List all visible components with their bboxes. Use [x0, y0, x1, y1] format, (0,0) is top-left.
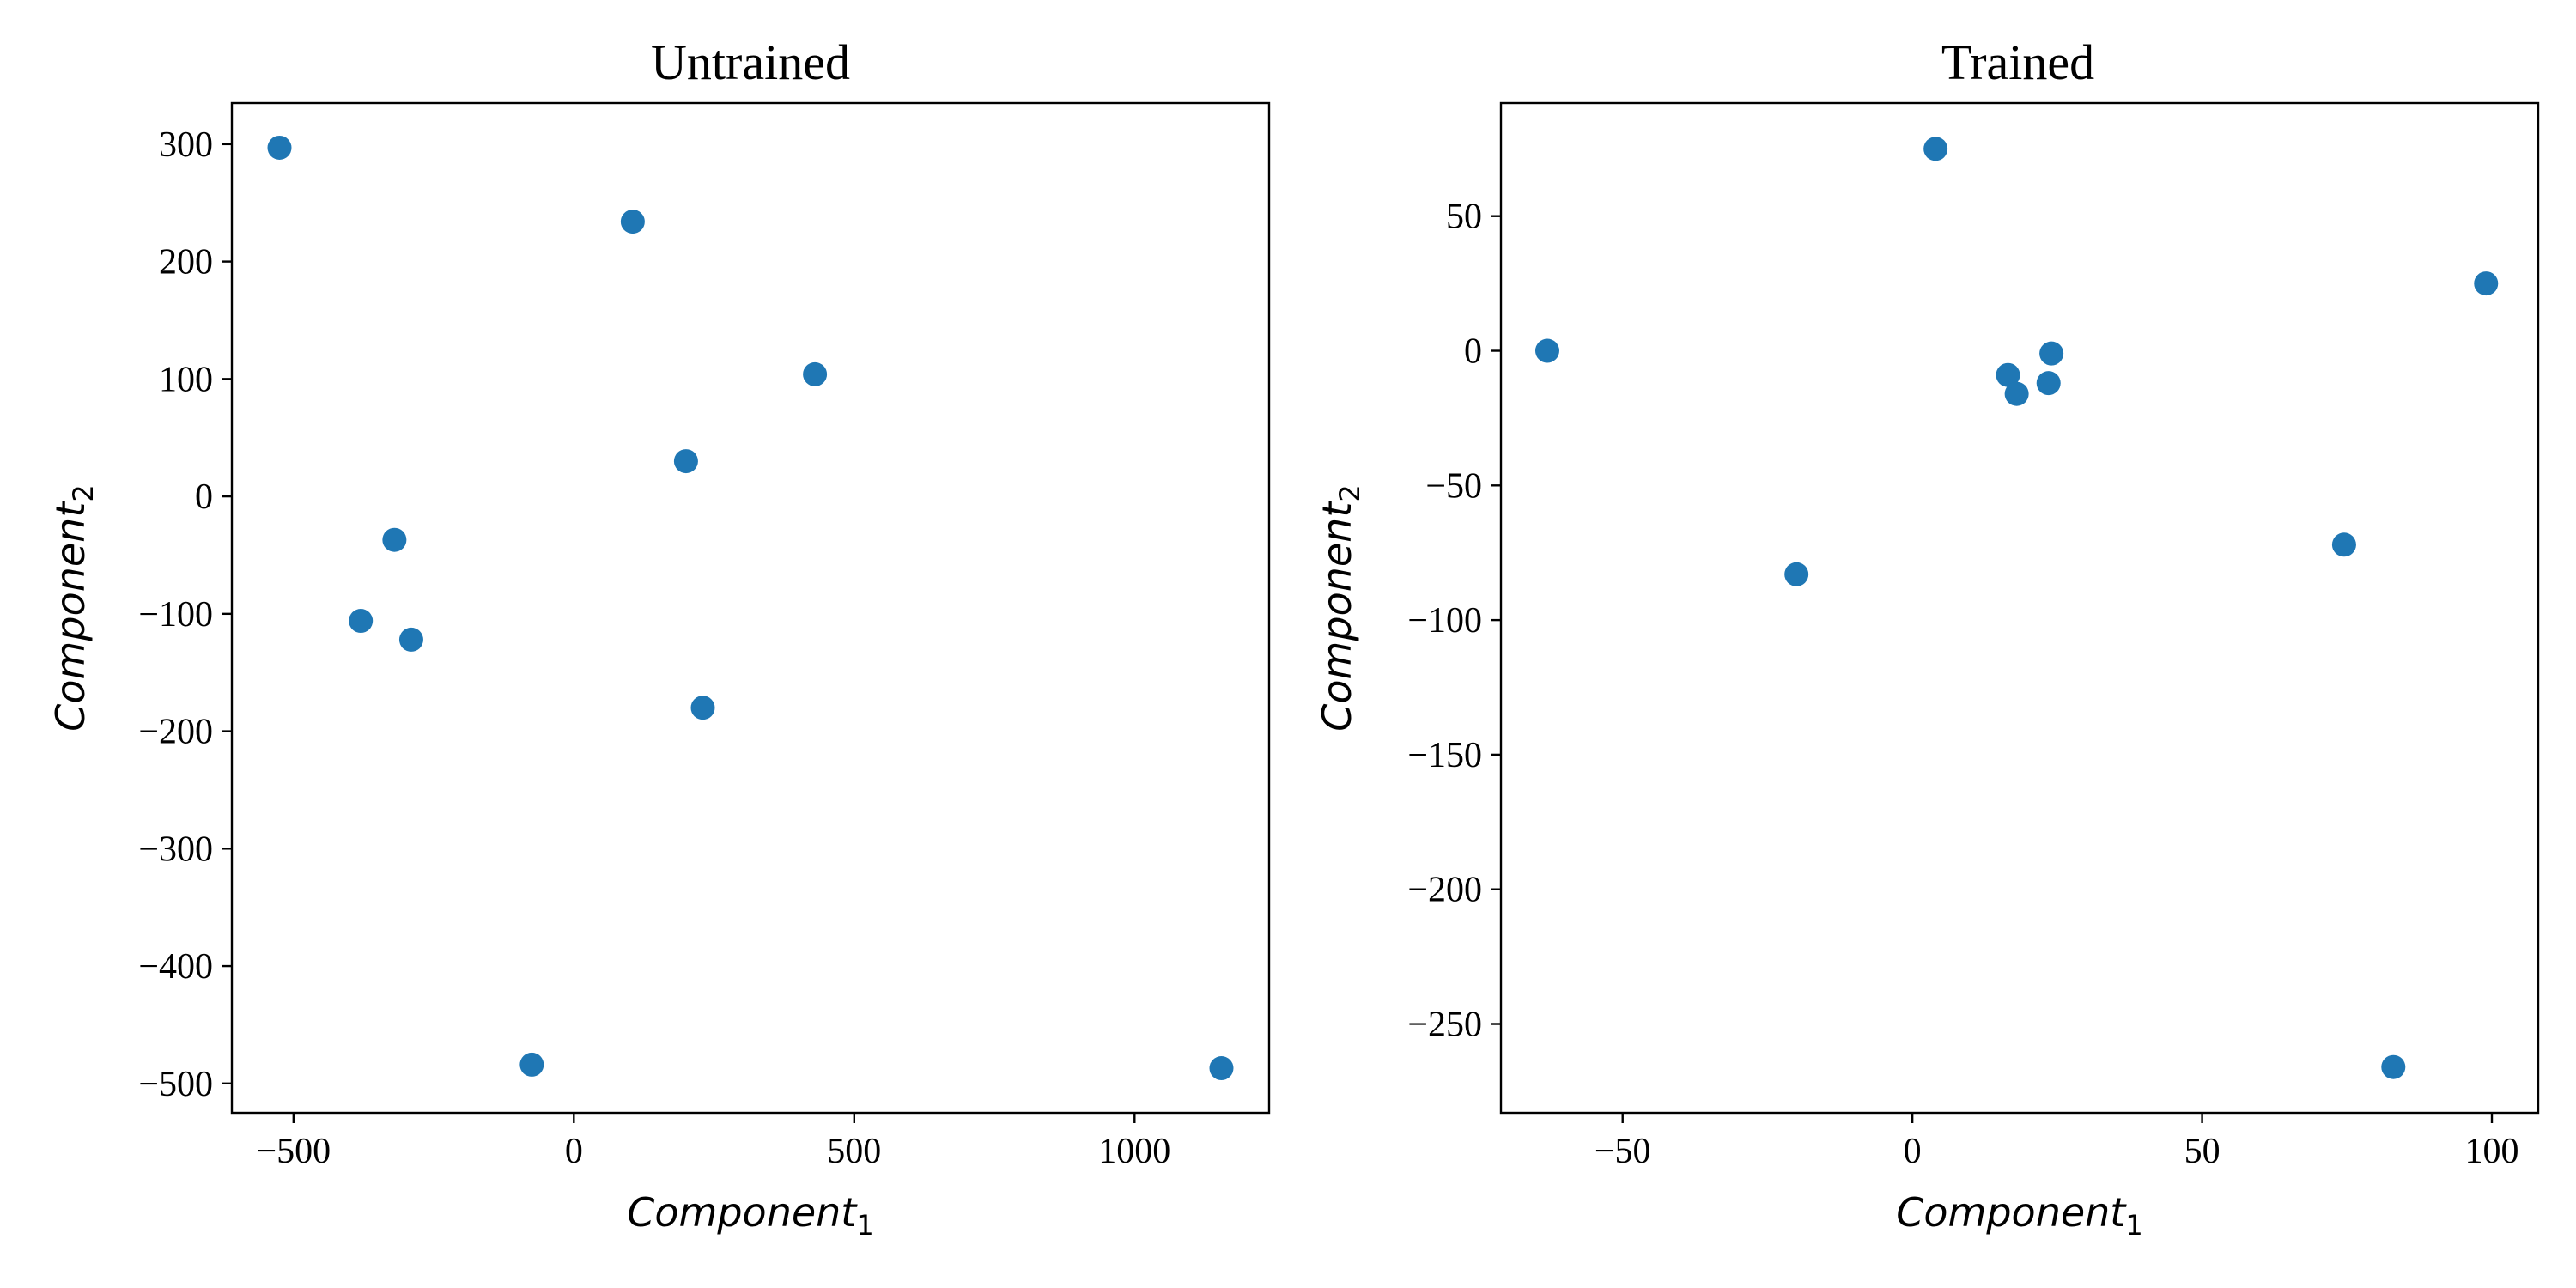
scatter-point — [398, 627, 423, 652]
y-tick-label: 300 — [159, 125, 213, 165]
x-axis-label: Component1 — [627, 1189, 873, 1242]
y-tick-label: −300 — [138, 829, 213, 869]
scatter-point — [803, 361, 828, 386]
scatter-points — [1534, 137, 2499, 1079]
scatter-point — [690, 696, 715, 720]
y-tick-label: 0 — [195, 477, 213, 517]
x-tick-label: 50 — [2184, 1132, 2221, 1171]
y-axis-label: Component2 — [1314, 484, 1366, 731]
chart-untrained: Untrained −500 0 500 1000 −500−400−300−200−… — [47, 34, 1271, 1242]
y-tick-label: 50 — [1446, 197, 1482, 237]
scatter-point — [1996, 362, 2020, 387]
scatter-point — [519, 1052, 544, 1077]
x-tick-label: 100 — [2465, 1132, 2519, 1171]
scatter-point — [2004, 381, 2029, 406]
x-tick-label: −500 — [256, 1132, 331, 1171]
x-tick-label: −50 — [1595, 1132, 1651, 1171]
scatter-point — [2381, 1054, 2406, 1079]
y-tick-label: 100 — [159, 360, 213, 399]
y-tick-label: −250 — [1407, 1005, 1482, 1045]
scatter-points — [267, 135, 1234, 1081]
scatter-point — [1209, 1056, 1234, 1081]
y-tick-label: −400 — [138, 947, 213, 987]
chart-title: Trained — [1941, 34, 2094, 90]
y-tick-label: 0 — [1464, 332, 1482, 372]
y-tick-label: −100 — [138, 595, 213, 635]
scatter-point — [2036, 371, 2061, 396]
chart-trained: Trained −50 0 50 100 −250 −200 −150 −100 −50 0 50… — [1314, 34, 2540, 1242]
x-tick-label: 500 — [827, 1132, 881, 1171]
x-axis-label: Component1 — [1896, 1189, 2142, 1242]
scatter-point — [1534, 338, 1559, 363]
y-tick-label: −500 — [138, 1065, 213, 1104]
y-tick-label: −100 — [1407, 601, 1482, 641]
scatter-point — [349, 609, 374, 634]
scatter-point — [2474, 271, 2499, 296]
plot-frame — [230, 101, 1271, 1115]
scatter-point — [1923, 137, 1948, 161]
x-axis-ticks: −50 0 50 100 — [1595, 1113, 2519, 1171]
y-axis-label: Component2 — [47, 484, 100, 731]
scatter-point — [267, 135, 292, 160]
y-tick-label: −200 — [138, 713, 213, 752]
y-tick-label: −50 — [1425, 466, 1482, 506]
chart-title: Untrained — [651, 34, 850, 90]
x-axis-ticks: −500 0 500 1000 — [256, 1113, 1170, 1171]
scatter-point — [1784, 562, 1809, 586]
x-tick-label: 0 — [565, 1132, 583, 1171]
scatter-point — [620, 210, 645, 234]
scatter-point — [2039, 341, 2064, 366]
x-tick-label: 1000 — [1098, 1132, 1170, 1171]
y-tick-label: −200 — [1407, 871, 1482, 910]
y-tick-label: −150 — [1407, 736, 1482, 775]
scatter-point — [382, 527, 407, 552]
scatter-point — [2331, 532, 2356, 557]
scatter-point — [673, 449, 698, 474]
x-tick-label: 0 — [1904, 1132, 1922, 1171]
y-axis-ticks: −250 −200 −150 −100 −50 0 50 — [1407, 197, 1501, 1045]
plot-frame — [1499, 101, 2540, 1115]
y-tick-label: 200 — [159, 243, 213, 283]
y-axis-ticks: −500 −400 −300 −200 −100 0 100 200 300 — [138, 125, 232, 1104]
